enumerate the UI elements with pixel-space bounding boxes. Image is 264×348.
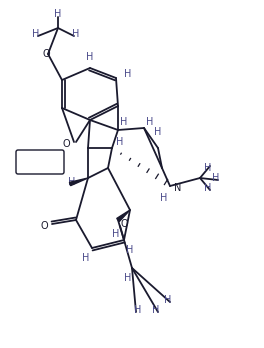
Text: H: H bbox=[204, 163, 212, 173]
Text: O: O bbox=[120, 219, 128, 229]
Text: H: H bbox=[164, 295, 172, 305]
Text: H: H bbox=[124, 273, 132, 283]
Text: H: H bbox=[134, 305, 142, 315]
Text: H: H bbox=[204, 183, 212, 193]
Text: H: H bbox=[86, 52, 94, 62]
Text: O: O bbox=[42, 49, 50, 59]
Polygon shape bbox=[117, 210, 130, 222]
Text: H: H bbox=[126, 245, 134, 255]
Text: H: H bbox=[212, 173, 220, 183]
Text: H: H bbox=[72, 29, 80, 39]
Text: H: H bbox=[124, 69, 132, 79]
Text: H: H bbox=[32, 29, 40, 39]
Text: N: N bbox=[174, 183, 182, 193]
FancyBboxPatch shape bbox=[16, 150, 64, 174]
Text: O: O bbox=[40, 221, 48, 231]
Text: H: H bbox=[82, 253, 90, 263]
Polygon shape bbox=[69, 178, 88, 186]
Text: H: H bbox=[152, 305, 160, 315]
Text: H: H bbox=[154, 127, 162, 137]
Text: H: H bbox=[68, 177, 76, 187]
Text: H: H bbox=[54, 9, 62, 19]
Text: H: H bbox=[160, 193, 168, 203]
Text: O: O bbox=[62, 139, 70, 149]
Text: H: H bbox=[146, 117, 154, 127]
Text: Abs: Abs bbox=[32, 158, 48, 166]
Text: H: H bbox=[120, 117, 128, 127]
Text: H: H bbox=[112, 229, 120, 239]
Text: H: H bbox=[116, 137, 124, 147]
